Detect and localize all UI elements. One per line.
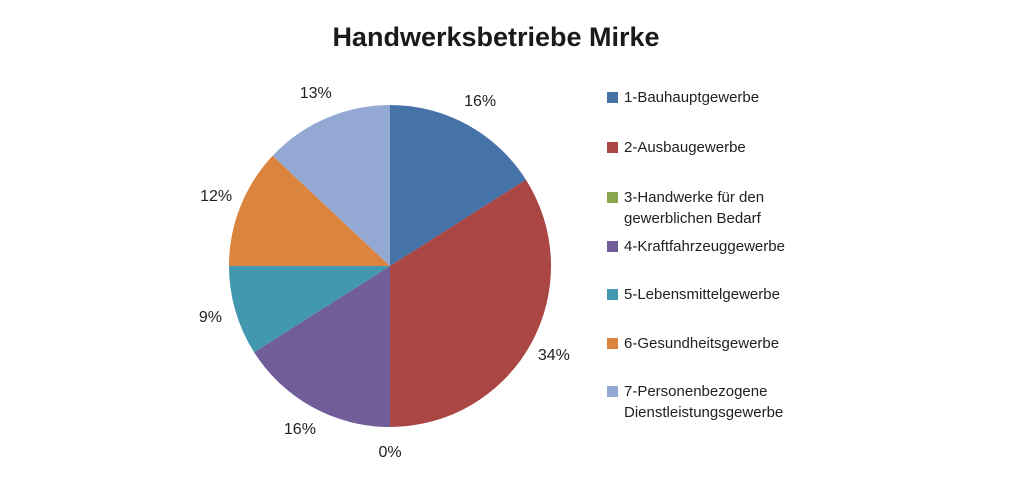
legend-item-5: 5-Lebensmittelgewerbe bbox=[607, 284, 780, 305]
legend: 1-Bauhauptgewerbe 2-Ausbaugewerbe 3-Hand… bbox=[607, 0, 827, 492]
legend-label: 3-Handwerke für den gewerblichen Bedarf bbox=[624, 189, 765, 227]
legend-label: 5-Lebensmittelgewerbe bbox=[624, 286, 780, 303]
pie-slice bbox=[229, 155, 390, 266]
legend-swatch-icon bbox=[607, 92, 618, 103]
pie-slice bbox=[254, 266, 390, 427]
legend-swatch-icon bbox=[607, 142, 618, 153]
legend-label: 4-Kraftfahrzeuggewerbe bbox=[624, 238, 785, 255]
legend-item-2: 2-Ausbaugewerbe bbox=[607, 137, 746, 158]
pie-slice bbox=[272, 105, 390, 266]
chart-title: Handwerksbetriebe Mirke bbox=[332, 22, 660, 52]
legend-swatch-icon bbox=[607, 241, 618, 252]
legend-swatch-icon bbox=[607, 386, 618, 397]
legend-item-6: 6-Gesundheitsgewerbe bbox=[607, 333, 779, 354]
legend-label: 6-Gesundheitsgewerbe bbox=[624, 335, 780, 352]
legend-swatch-icon bbox=[607, 289, 618, 300]
legend-label: 2-Ausbaugewerbe bbox=[624, 139, 746, 156]
pie-slice bbox=[228, 266, 390, 353]
legend-item-4: 4-Kraftfahrzeuggewerbe bbox=[607, 236, 785, 257]
legend-label: 1-Bauhauptgewerbe bbox=[624, 89, 760, 106]
legend-item-3: 3-Handwerke für den gewerblichen Bedarf bbox=[607, 187, 764, 229]
legend-item-7: 7-Personenbezogene Dienstleistungsgewerb… bbox=[607, 381, 783, 423]
pie-slice bbox=[390, 179, 552, 427]
legend-swatch-icon bbox=[607, 338, 618, 349]
legend-swatch-icon bbox=[607, 192, 618, 203]
legend-label: 7-Personenbezogene Dienstleistungsgewerb… bbox=[624, 383, 784, 421]
pie-slice bbox=[390, 105, 526, 266]
legend-item-1: 1-Bauhauptgewerbe bbox=[607, 87, 759, 108]
